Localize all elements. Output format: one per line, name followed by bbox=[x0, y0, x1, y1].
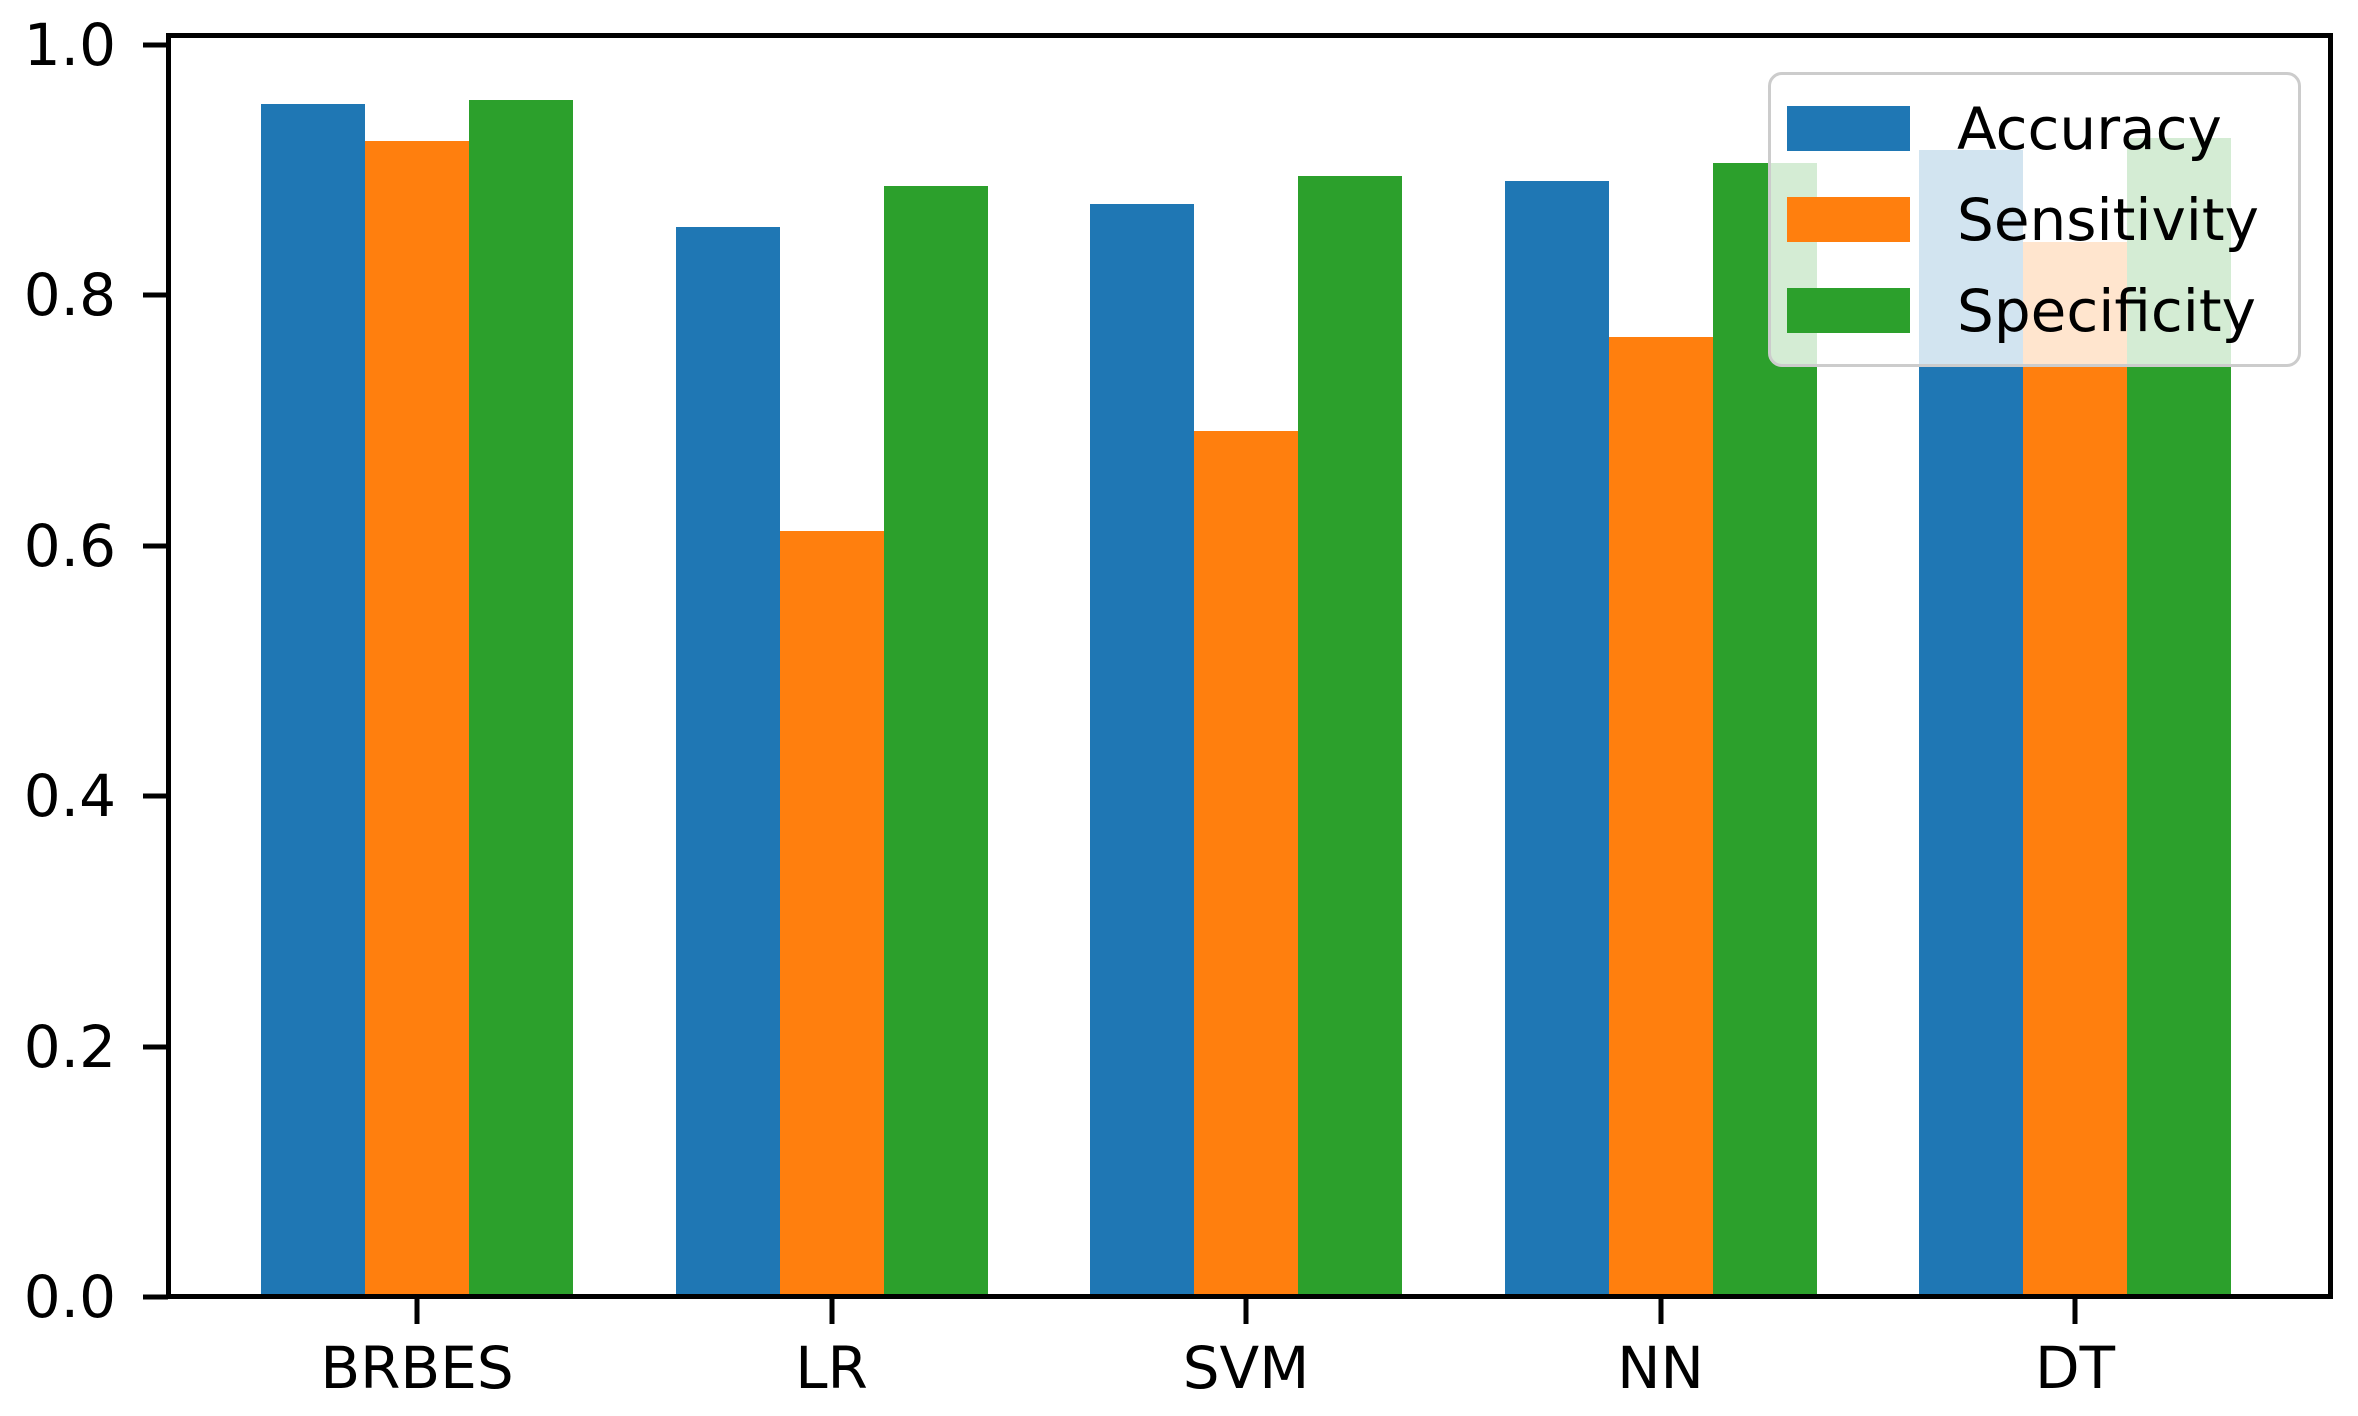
legend-item-specificity: Specificity bbox=[1787, 280, 2298, 342]
legend-swatch bbox=[1787, 197, 1910, 242]
x-axis-tick bbox=[414, 1299, 420, 1324]
legend-label: Specificity bbox=[1957, 276, 2256, 345]
bar-sensitivity-svm bbox=[1194, 431, 1298, 1297]
legend: Accuracy Sensitivity Specificity bbox=[1768, 72, 2301, 367]
legend-swatch bbox=[1787, 106, 1910, 151]
y-axis-tick bbox=[143, 292, 168, 298]
x-axis-label-svm: SVM bbox=[1182, 1334, 1310, 1402]
y-axis-tick-label: 0.4 bbox=[23, 762, 116, 830]
x-axis-label-lr: LR bbox=[795, 1334, 868, 1402]
y-axis-tick-label: 1.0 bbox=[23, 11, 116, 79]
legend-swatch bbox=[1787, 288, 1910, 333]
y-axis-tick bbox=[143, 543, 168, 549]
bar-accuracy-nn bbox=[1504, 181, 1609, 1297]
x-axis-tick bbox=[829, 1299, 834, 1324]
x-axis-label-nn: NN bbox=[1617, 1334, 1704, 1402]
x-axis-label-dt: DT bbox=[2034, 1334, 2116, 1402]
y-axis-tick-label: 0.8 bbox=[23, 261, 116, 329]
legend-label: Accuracy bbox=[1957, 94, 2222, 163]
bar-sensitivity-lr bbox=[779, 531, 884, 1297]
y-axis-tick-label: 0.0 bbox=[23, 1263, 116, 1331]
legend-label: Sensitivity bbox=[1957, 185, 2259, 254]
y-axis-tick bbox=[143, 1294, 168, 1300]
y-axis-tick-label: 0.6 bbox=[23, 512, 116, 580]
bar-specificity-svm bbox=[1298, 176, 1402, 1297]
y-axis-tick-label: 0.2 bbox=[23, 1013, 116, 1081]
bar-sensitivity-brbes bbox=[365, 141, 469, 1297]
y-axis-tick bbox=[143, 42, 168, 48]
bar-sensitivity-dt bbox=[2023, 242, 2127, 1297]
bar-specificity-brbes bbox=[469, 100, 573, 1297]
x-axis-tick bbox=[1243, 1299, 1249, 1324]
bar-specificity-lr bbox=[883, 186, 988, 1297]
bar-accuracy-svm bbox=[1090, 204, 1194, 1297]
bar-accuracy-lr bbox=[675, 227, 780, 1297]
legend-item-sensitivity: Sensitivity bbox=[1787, 189, 2298, 251]
x-axis-label-brbes: BRBES bbox=[320, 1334, 514, 1402]
x-axis-tick bbox=[1658, 1299, 1663, 1324]
bar-sensitivity-nn bbox=[1608, 337, 1713, 1297]
legend-item-accuracy: Accuracy bbox=[1787, 98, 2298, 160]
x-axis-tick bbox=[2072, 1299, 2078, 1324]
y-axis-tick bbox=[143, 793, 168, 799]
y-axis-tick bbox=[143, 1044, 168, 1050]
bar-accuracy-brbes bbox=[261, 104, 365, 1297]
